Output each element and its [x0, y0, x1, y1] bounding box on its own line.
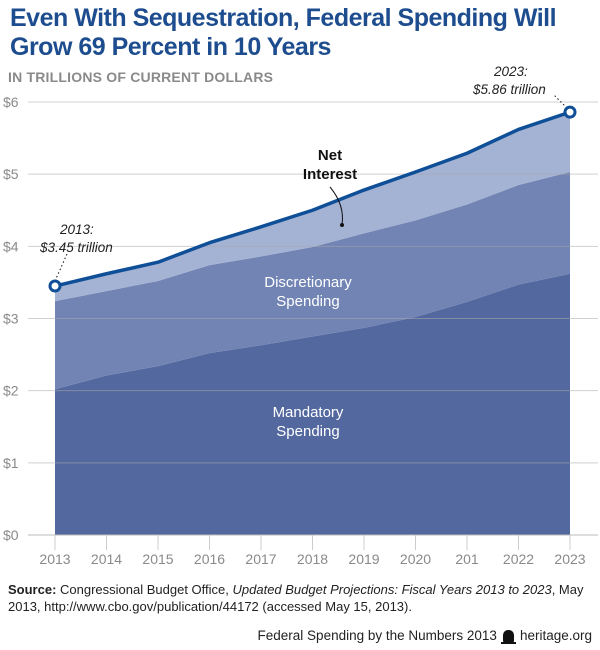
x-tick-label: 2023: [554, 551, 585, 567]
area-mandatory-spending: [55, 273, 570, 535]
x-tick-label: 2013: [39, 551, 70, 567]
net-interest-pointer: [329, 186, 343, 226]
source-text-2: , May 2013, http://www.cbo.gov/publicati…: [8, 582, 584, 614]
series-label-discretionary-spending: Spending: [276, 293, 339, 310]
series-label-mandatory-spending: Spending: [276, 423, 339, 440]
y-tick-label: $3: [3, 311, 19, 327]
footer: Federal Spending by the Numbers 2013 her…: [257, 628, 592, 644]
x-tick-label: 2016: [194, 551, 225, 567]
x-tick-label: 2017: [245, 551, 276, 567]
x-tick-label: 2014: [91, 551, 122, 567]
chart-title: Even With Sequestration, Federal Spendin…: [10, 4, 557, 61]
annotation-2013-value: $3.45 trillion: [39, 240, 113, 255]
x-tick-label: 2019: [348, 551, 379, 567]
y-tick-label: $5: [3, 166, 19, 182]
y-tick-label: $0: [3, 527, 19, 543]
series-label-discretionary-spending: Discretionary: [264, 274, 352, 291]
series-label-net-interest: Net: [318, 147, 342, 164]
y-tick-label: $2: [3, 383, 19, 399]
x-tick-label: 201: [455, 551, 479, 567]
net-interest-pointer-dot: [340, 223, 344, 227]
liberty-bell-icon: [500, 629, 516, 644]
source-label: Source:: [8, 582, 57, 597]
annotation-2023-value: $5.86 trillion: [472, 82, 546, 97]
series-label-net-interest: Interest: [303, 166, 357, 183]
area-discretionary-spending: [55, 172, 570, 390]
source-note: Source: Congressional Budget Office, Upd…: [8, 581, 598, 615]
annotation-leader: [54, 253, 68, 282]
annotation-leader: [552, 93, 568, 109]
source-title: Updated Budget Projections: Fiscal Years…: [232, 582, 552, 597]
x-tick-label: 2018: [297, 551, 328, 567]
annotation-2023-year: 2023:: [493, 64, 528, 79]
y-tick-label: $6: [3, 94, 19, 110]
endpoint-marker: [48, 279, 62, 293]
heritage-link[interactable]: heritage.org: [519, 628, 592, 643]
endpoint-marker: [563, 105, 577, 119]
x-tick-label: 2015: [142, 551, 173, 567]
total-spending-line: [54, 110, 571, 288]
y-tick-label: $4: [3, 238, 19, 254]
source-text-1: Congressional Budget Office,: [56, 582, 233, 597]
y-tick-label: $1: [3, 455, 19, 471]
chart-subtitle: IN TRILLIONS OF CURRENT DOLLARS: [8, 69, 274, 85]
stacked-area-chart: $0 $1 $2 $3 $4 $5 $6 2013 2014 2015 2016 2017 2018 20…: [3, 64, 598, 567]
annotation-2013-year: 2013:: [59, 222, 94, 237]
series-label-mandatory-spending: Mandatory: [273, 404, 344, 421]
x-tick-label: 2022: [503, 551, 534, 567]
x-tick-label: 2020: [400, 551, 431, 567]
publication-name: Federal Spending by the Numbers 2013: [257, 628, 497, 643]
